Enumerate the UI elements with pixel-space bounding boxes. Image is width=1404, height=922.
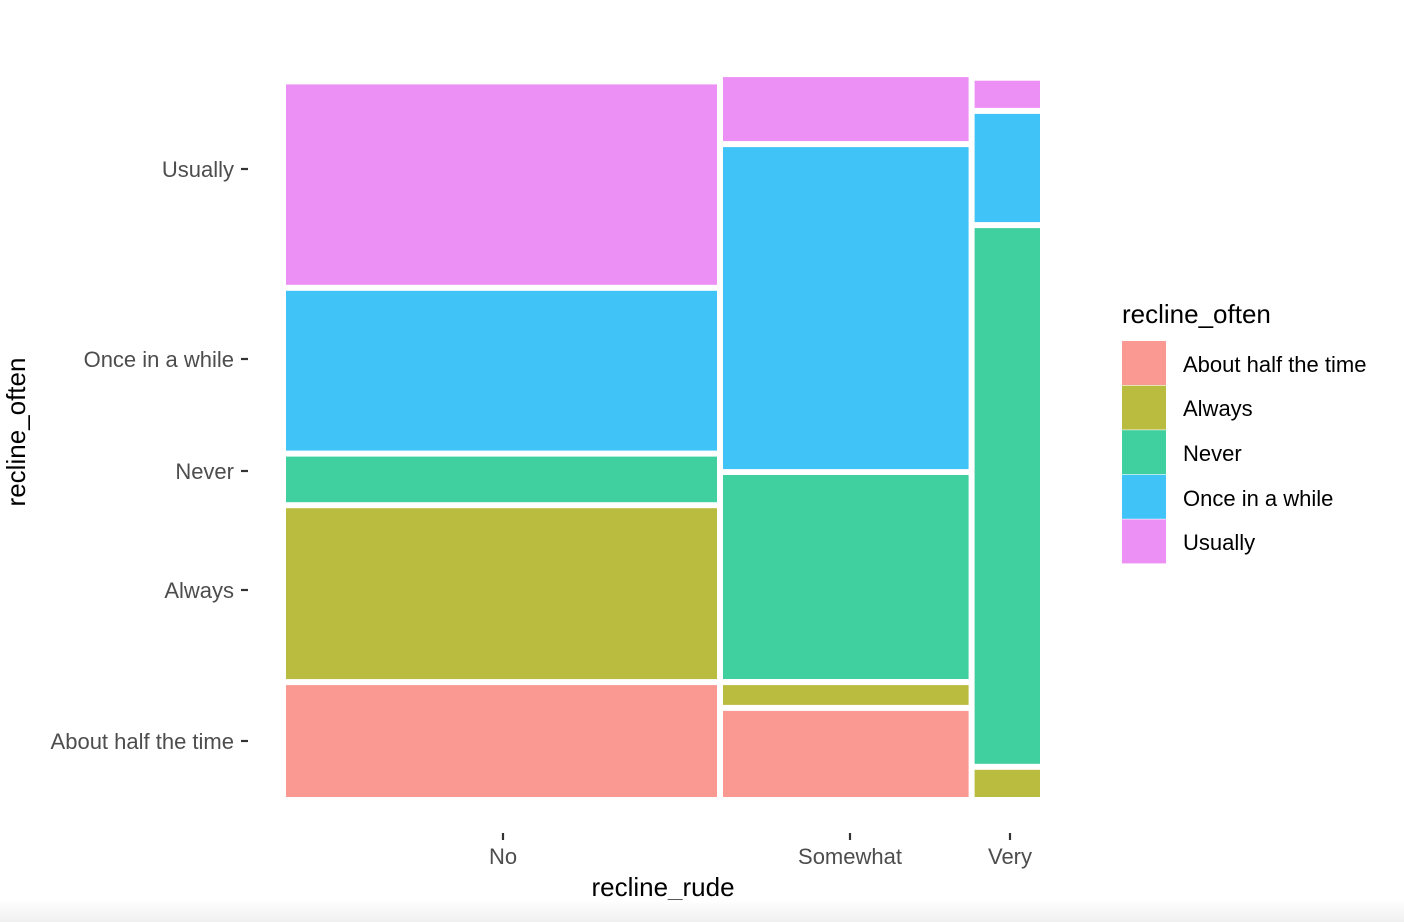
legend-key-once-in-a-while [1122, 474, 1166, 519]
tile-no-about-half-the-time [286, 685, 717, 797]
bottom-fade [0, 900, 1404, 922]
tile-no-never [286, 456, 717, 503]
x-tick-label-no: No [489, 844, 517, 869]
legend-label-once-in-a-while: Once in a while [1183, 486, 1333, 511]
y-axis-title: recline_often [1, 358, 31, 507]
tile-very-once-in-a-while [974, 113, 1040, 223]
legend-key-about-half-the-time [1122, 341, 1166, 385]
tile-somewhat-once-in-a-while [723, 147, 969, 470]
y-axis: About half the time Always Never Once in… [51, 157, 248, 754]
tile-somewhat-about-half-the-time [723, 710, 969, 797]
legend-label-never: Never [1183, 441, 1242, 466]
legend-title: recline_often [1122, 299, 1271, 329]
x-tick-label-somewhat: Somewhat [798, 844, 902, 869]
legend-label-usually: Usually [1183, 530, 1255, 555]
tile-no-always [286, 508, 717, 680]
legend-key-usually [1122, 519, 1166, 564]
legend-key-always [1122, 385, 1166, 430]
y-tick-label-once-in-a-while: Once in a while [84, 347, 234, 372]
x-tick-label-very: Very [988, 844, 1032, 869]
y-tick-label-always: Always [164, 578, 234, 603]
tile-somewhat-always [723, 685, 969, 705]
x-axis-title: recline_rude [591, 872, 734, 902]
y-tick-label-never: Never [175, 459, 234, 484]
tile-no-usually [286, 84, 717, 285]
mosaic-tiles [286, 77, 1040, 797]
legend-label-always: Always [1183, 396, 1253, 421]
legend-key-never [1122, 430, 1166, 475]
tile-very-always [974, 769, 1040, 797]
tile-very-usually [974, 80, 1040, 108]
tile-somewhat-never [723, 475, 969, 679]
legend-label-about-half: About half the time [1183, 352, 1366, 377]
tile-very-never [974, 228, 1040, 764]
y-tick-label-usually: Usually [162, 157, 234, 182]
legend: recline_often About half the time Always… [1122, 299, 1366, 564]
legend-keys [1122, 341, 1166, 564]
tile-somewhat-usually [723, 77, 969, 142]
x-axis: No Somewhat Very [489, 833, 1032, 869]
y-tick-label-about-half: About half the time [51, 729, 234, 754]
tile-no-once-in-a-while [286, 290, 717, 451]
